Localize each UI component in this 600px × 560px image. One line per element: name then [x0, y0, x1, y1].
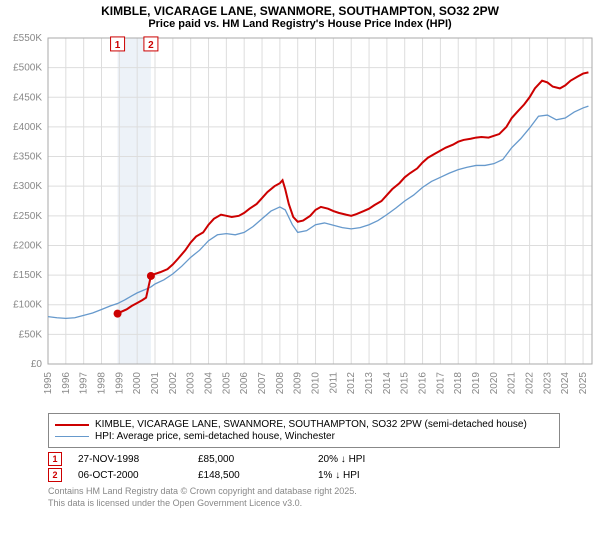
y-tick-label: £50K: [19, 329, 43, 340]
x-tick-label: 1995: [43, 372, 54, 395]
x-tick-label: 2007: [257, 372, 268, 395]
transaction-date: 06-OCT-2000: [78, 470, 198, 481]
marker-point-2: [147, 272, 155, 280]
footer-attribution: Contains HM Land Registry data © Crown c…: [48, 486, 560, 509]
x-tick-label: 2004: [204, 372, 215, 395]
y-tick-label: £150K: [13, 270, 42, 281]
legend-label: KIMBLE, VICARAGE LANE, SWANMORE, SOUTHAM…: [95, 419, 527, 430]
chart-subtitle: Price paid vs. HM Land Registry's House …: [0, 18, 600, 32]
x-tick-label: 2015: [400, 372, 411, 395]
x-tick-label: 2018: [453, 372, 464, 395]
transactions-table: 1 27-NOV-1998£85,00020% ↓ HPI 2 06-OCT-2000…: [48, 452, 560, 482]
legend: KIMBLE, VICARAGE LANE, SWANMORE, SOUTHAM…: [48, 413, 560, 448]
x-tick-label: 2023: [542, 372, 553, 395]
y-tick-label: £200K: [13, 240, 42, 251]
transaction-row: 1 27-NOV-1998£85,00020% ↓ HPI: [48, 452, 560, 466]
y-tick-label: £100K: [13, 300, 42, 311]
chart-area: £0 £50K £100K £150K £200K £250K £300K £350K £400…: [0, 32, 600, 407]
y-tick-label: £450K: [13, 92, 42, 103]
x-tick-label: 2021: [507, 372, 518, 395]
x-tick-label: 2016: [418, 372, 429, 395]
y-tick-label: £400K: [13, 122, 42, 133]
series-property: [118, 72, 589, 313]
legend-swatch: [55, 436, 89, 437]
x-tick-label: 1996: [61, 372, 72, 395]
x-tick-label: 1999: [114, 372, 125, 395]
x-tick-label: 2009: [293, 372, 304, 395]
x-tick-label: 2001: [150, 372, 161, 395]
legend-item: KIMBLE, VICARAGE LANE, SWANMORE, SOUTHAM…: [55, 419, 553, 430]
footer-line-2: This data is licensed under the Open Gov…: [48, 498, 560, 510]
chart-svg: £0 £50K £100K £150K £200K £250K £300K £350K £400…: [0, 32, 600, 402]
x-tick-label: 2019: [471, 372, 482, 395]
transaction-row: 2 06-OCT-2000£148,5001% ↓ HPI: [48, 468, 560, 482]
y-tick-label: £550K: [13, 33, 42, 44]
marker-point-1: [114, 310, 122, 318]
x-tick-label: 2010: [311, 372, 322, 395]
x-tick-label: 2025: [578, 372, 589, 395]
x-tick-label: 2000: [132, 372, 143, 395]
x-tick-label: 2022: [525, 372, 536, 395]
x-tick-label: 2011: [328, 372, 339, 394]
x-tick-label: 2008: [275, 372, 286, 395]
y-tick-label: £0: [31, 359, 43, 370]
y-tick-label: £500K: [13, 63, 42, 74]
legend-label: HPI: Average price, semi-detached house,…: [95, 431, 335, 442]
x-tick-label: 2002: [168, 372, 179, 395]
highlight-band: [118, 38, 151, 364]
x-tick-label: 2020: [489, 372, 500, 395]
x-tick-label: 1998: [97, 372, 108, 395]
transaction-marker: 2: [48, 468, 62, 482]
legend-item: HPI: Average price, semi-detached house,…: [55, 431, 553, 442]
footer-line-1: Contains HM Land Registry data © Crown c…: [48, 486, 560, 498]
marker-flag-label-2: 2: [148, 40, 154, 51]
x-tick-label: 2005: [221, 372, 232, 395]
x-tick-label: 2003: [186, 372, 197, 395]
x-tick-label: 2017: [435, 372, 446, 395]
x-tick-label: 2006: [239, 372, 250, 395]
transaction-date: 27-NOV-1998: [78, 454, 198, 465]
x-tick-label: 2024: [560, 372, 571, 395]
transaction-price: £85,000: [198, 454, 318, 465]
y-tick-label: £350K: [13, 152, 42, 163]
transaction-price: £148,500: [198, 470, 318, 481]
y-tick-label: £300K: [13, 181, 42, 192]
x-tick-label: 2013: [364, 372, 375, 395]
marker-flag-label-1: 1: [115, 40, 121, 51]
transaction-delta: 20% ↓ HPI: [318, 454, 438, 465]
y-tick-label: £250K: [13, 211, 42, 222]
x-tick-label: 1997: [79, 372, 90, 395]
legend-swatch: [55, 424, 89, 426]
x-tick-label: 2014: [382, 372, 393, 395]
transaction-delta: 1% ↓ HPI: [318, 470, 438, 481]
transaction-marker: 1: [48, 452, 62, 466]
x-tick-label: 2012: [346, 372, 357, 395]
chart-title: KIMBLE, VICARAGE LANE, SWANMORE, SOUTHAM…: [0, 0, 600, 18]
